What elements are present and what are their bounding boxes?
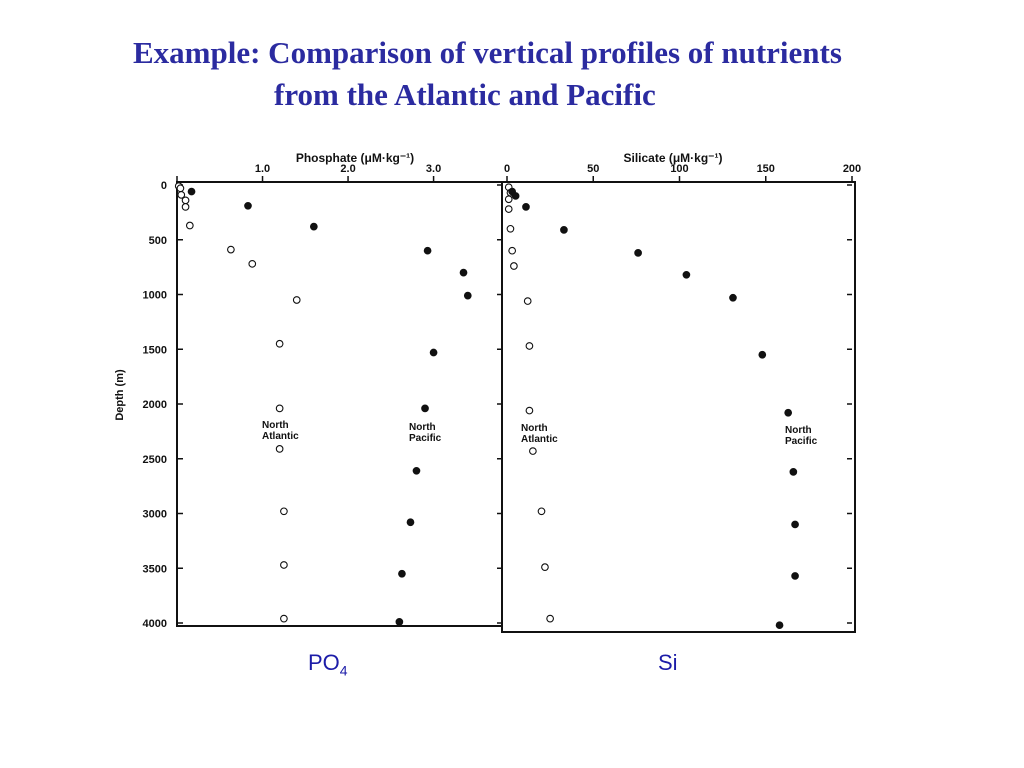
phosphate-atlantic-point: [275, 404, 284, 413]
phosphate-x-tick-label: 2.0: [340, 163, 355, 175]
phosphate-atlantic-point: [181, 196, 190, 205]
silicate-pacific-point: [775, 621, 784, 630]
phosphate-atlantic-point: [177, 191, 186, 199]
phosphate-caption: PO4: [308, 650, 348, 678]
silicate-x-tick-label: 200: [843, 163, 861, 175]
silicate-atlantic-point: [529, 447, 537, 455]
silicate-plot-frame: [501, 181, 856, 633]
silicate-pacific-point: [508, 187, 517, 196]
phosphate-pacific-point: [423, 246, 432, 255]
silicate-series-label: Pacific: [785, 436, 818, 447]
phosphate-y-tick-label: 2500: [143, 454, 167, 466]
phosphate-y-tick-label: 500: [149, 235, 167, 247]
depth-axis-label: Depth (m): [114, 369, 126, 421]
silicate-x-tick-label: 50: [587, 163, 599, 175]
silicate-pacific-point: [784, 408, 793, 417]
phosphate-atlantic-point: [292, 296, 301, 304]
silicate-atlantic-point: [504, 195, 513, 204]
silicate-x-tick-label: 150: [757, 163, 775, 175]
silicate-atlantic-point: [504, 205, 513, 213]
phosphate-atlantic-point: [275, 445, 284, 453]
phosphate-pacific-point: [398, 569, 406, 578]
phosphate-pacific-point: [406, 518, 415, 527]
phosphate-y-tick-label: 3000: [143, 509, 167, 521]
phosphate-y-tick-label: 4000: [143, 618, 167, 630]
phosphate-atlantic-point: [280, 561, 288, 569]
phosphate-atlantic-point: [280, 614, 288, 623]
phosphate-pacific-point: [412, 466, 421, 475]
silicate-series-label: North: [785, 425, 812, 436]
silicate-pacific-point: [729, 293, 737, 302]
phosphate-series-label: North: [262, 420, 289, 431]
phosphate-pacific-point: [459, 268, 468, 277]
silicate-pacific-point: [634, 249, 642, 257]
silicate-x-tick-label: 0: [504, 163, 510, 175]
silicate-atlantic-point: [537, 507, 546, 516]
silicate-atlantic-point: [523, 297, 532, 305]
silicate-x-tick-label: 100: [670, 163, 688, 175]
phosphate-pacific-point: [309, 222, 318, 231]
phosphate-atlantic-point: [185, 221, 194, 230]
silicate-atlantic-point: [525, 342, 534, 350]
phosphate-pacific-point: [421, 404, 429, 413]
silicate-pacific-point: [789, 468, 798, 476]
phosphate-x-tick-label: 1.0: [255, 163, 270, 175]
phosphate-pacific-point: [187, 187, 196, 196]
phosphate-atlantic-point: [275, 339, 284, 348]
silicate-pacific-point: [758, 350, 767, 359]
phosphate-atlantic-point: [248, 259, 257, 268]
phosphate-pacific-point: [429, 348, 438, 357]
silicate-pacific-point: [522, 203, 530, 211]
phosphate-y-tick-label: 3500: [143, 563, 167, 575]
slide-title-line-2: from the Atlantic and Pacific: [274, 77, 656, 112]
phosphate-atlantic-point: [280, 507, 288, 516]
phosphate-series-label: Pacific: [409, 433, 442, 444]
phosphate-pacific-point: [244, 201, 252, 210]
phosphate-atlantic-point: [181, 203, 190, 211]
phosphate-plot-frame: [176, 181, 503, 627]
phosphate-pacific-point: [395, 618, 404, 626]
silicate-pacific-point: [682, 270, 691, 279]
silicate-axis-label: Silicate (μM·kg⁻¹): [623, 151, 722, 165]
phosphate-y-tick-label: 0: [161, 180, 167, 192]
silicate-caption: Si: [658, 650, 678, 675]
phosphate-series-label: Atlantic: [262, 431, 299, 442]
silicate-atlantic-point: [546, 614, 554, 623]
silicate-pacific-point: [791, 520, 799, 529]
phosphate-series-label: North: [409, 422, 436, 433]
phosphate-y-tick-label: 1500: [143, 344, 167, 356]
silicate-atlantic-point: [525, 406, 534, 415]
silicate-atlantic-point: [508, 246, 517, 255]
silicate-atlantic-point: [510, 262, 518, 270]
phosphate-y-tick-label: 2000: [143, 399, 167, 411]
silicate-series-label: Atlantic: [521, 434, 558, 445]
silicate-series-label: North: [521, 423, 548, 434]
silicate-pacific-point: [791, 572, 799, 580]
slide-title-line-1: Example: Comparison of vertical profiles…: [133, 35, 842, 70]
phosphate-pacific-point: [463, 291, 472, 300]
silicate-pacific-point: [560, 226, 568, 234]
silicate-atlantic-point: [506, 224, 515, 233]
phosphate-y-tick-label: 1000: [143, 290, 167, 302]
phosphate-caption-text: PO: [308, 650, 340, 675]
silicate-atlantic-point: [541, 563, 549, 572]
phosphate-x-tick-label: 3.0: [426, 163, 441, 175]
phosphate-atlantic-point: [227, 245, 235, 254]
phosphate-atlantic-point: [176, 184, 185, 193]
phosphate-axis-label: Phosphate (μM·kg⁻¹): [296, 151, 414, 165]
phosphate-caption-subscript: 4: [339, 662, 348, 679]
